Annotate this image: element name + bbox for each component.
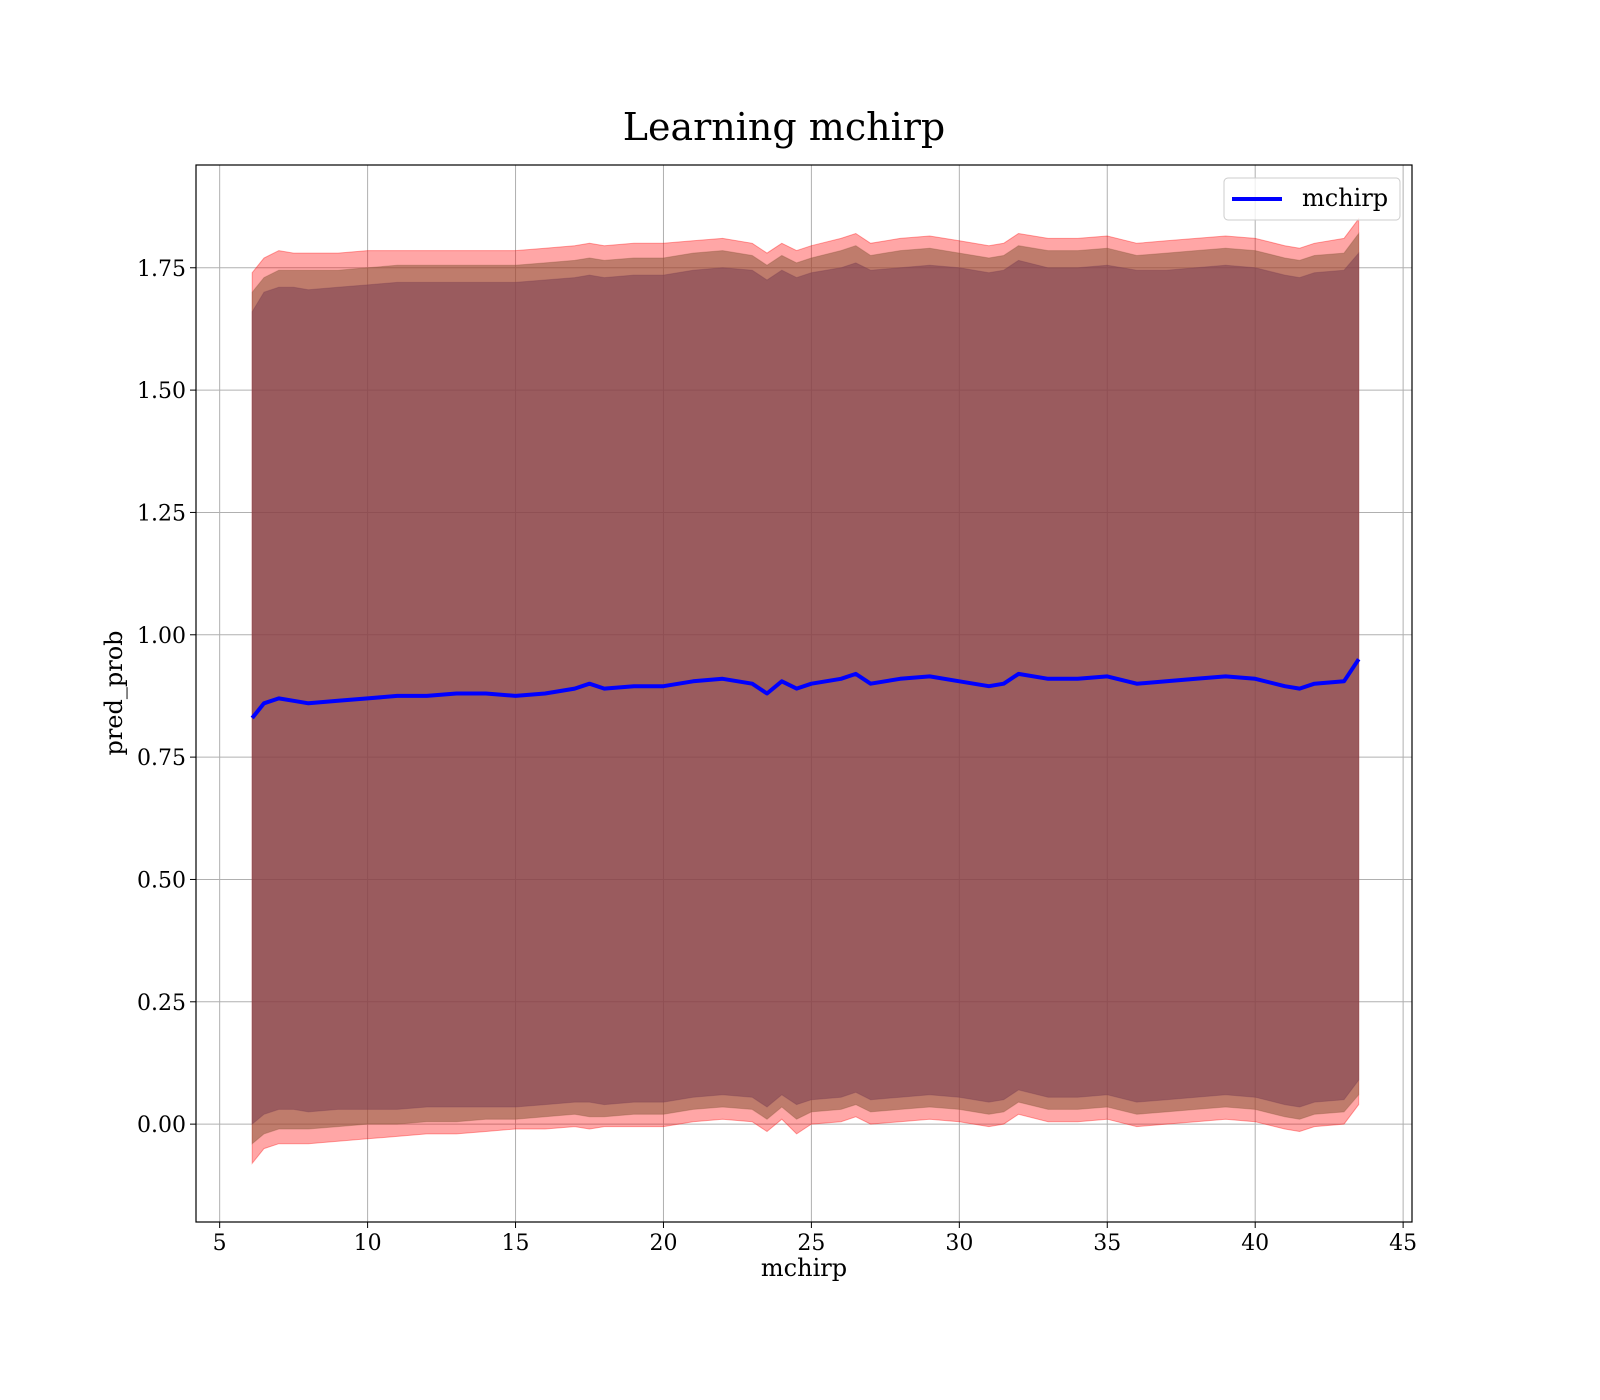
x-tick-label: 40 [1241,1231,1269,1256]
legend-entry-label: mchirp [1302,184,1388,212]
series-lines [250,658,1361,720]
x-axis-ticks: 5 10 15 20 25 30 35 40 45 [213,1222,1417,1256]
core-band [251,251,1360,1126]
x-tick-label: 10 [354,1231,382,1256]
y-tick-label: 1.00 [137,624,186,649]
y-tick-label: 0.25 [137,991,186,1016]
x-tick-label: 20 [649,1231,677,1256]
confidence-bands [251,217,1360,1165]
y-axis-label: pred_prob [100,630,128,755]
y-tick-label: 0.00 [137,1113,186,1138]
x-tick-label: 5 [213,1231,227,1256]
y-axis-ticks: 0.00 0.25 0.50 0.75 1.00 1.25 1.50 1.75 [137,257,196,1138]
y-tick-label: 0.50 [137,868,186,893]
y-tick-label: 1.50 [137,379,186,404]
chart-title: Learning mchirp [623,105,945,149]
x-tick-label: 45 [1389,1231,1417,1256]
y-tick-label: 0.75 [137,746,186,771]
legend: mchirp [1223,177,1401,221]
legend-box [1223,177,1401,221]
x-tick-label: 15 [502,1231,530,1256]
y-tick-label: 1.25 [137,501,186,526]
x-tick-label: 25 [797,1231,825,1256]
y-tick-label: 1.75 [137,257,186,282]
x-tick-label: 30 [945,1231,973,1256]
x-axis-label: mchirp [761,1254,847,1282]
series-line-mchirp [250,658,1361,720]
x-tick-label: 35 [1093,1231,1121,1256]
plot-frame [195,164,1413,1223]
